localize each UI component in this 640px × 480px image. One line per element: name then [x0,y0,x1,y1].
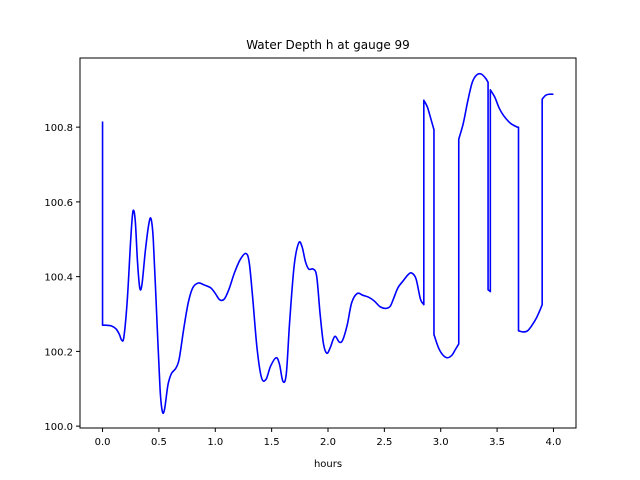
x-tick-label: 0.5 [151,437,167,448]
series-layer [101,72,554,415]
x-axis: 0.0 0.5 1.0 1.5 2.0 2.5 3.0 3.5 4.0 [95,428,562,448]
y-tick-label: 100.4 [44,273,73,284]
x-tick-label: 1.5 [264,437,280,448]
x-tick-label: 3.0 [433,437,449,448]
y-axis: 100.0 100.2 100.4 100.6 100.8 [44,123,80,433]
x-tick-label: 2.5 [376,437,392,448]
series-line [101,72,554,415]
x-tick-label: 3.5 [489,437,505,448]
y-tick-label: 100.2 [44,347,73,358]
y-tick-label: 100.0 [44,422,73,433]
x-tick-label: 4.0 [546,437,562,448]
chart-title: Water Depth h at gauge 99 [246,38,410,52]
y-tick-label: 100.8 [44,123,73,134]
y-tick-label: 100.6 [44,198,73,209]
x-tick-label: 1.0 [207,437,223,448]
x-tick-label: 2.0 [320,437,336,448]
x-tick-label: 0.0 [95,437,111,448]
x-axis-label: hours [314,459,342,470]
